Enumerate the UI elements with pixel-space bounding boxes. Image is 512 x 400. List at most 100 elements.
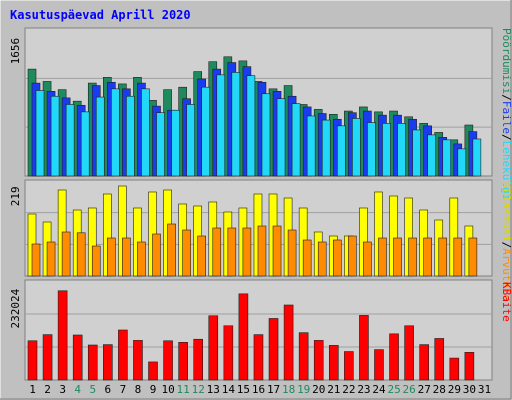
x-tick-label: 23 xyxy=(357,383,370,396)
right-axis-labels: Pöördumisi/Faile/LehekülgiKülastusi/Arvu… xyxy=(500,28,512,322)
bar-lehek-lgi-day-23 xyxy=(367,122,376,177)
bar-kbaite-day-2 xyxy=(42,334,53,381)
bar-lehek-lgi-day-17 xyxy=(276,98,286,177)
x-tick-label: 2 xyxy=(44,383,51,396)
bar-arvuteid-day-9 xyxy=(152,233,161,277)
x-tick-label: 3 xyxy=(59,383,66,396)
bar-arvuteid-day-19 xyxy=(302,239,312,277)
bar-kbaite-day-16 xyxy=(253,334,264,381)
bar-arvuteid-day-23 xyxy=(363,241,372,277)
bar-kbaite-day-27 xyxy=(419,344,429,381)
bar-arvuteid-day-4 xyxy=(76,232,86,277)
right-label-part: Külastusi xyxy=(500,182,512,242)
bar-kbaite-day-18 xyxy=(283,304,294,381)
x-tick-label: 30 xyxy=(463,383,476,396)
bar-lehek-lgi-day-18 xyxy=(291,103,301,177)
bar-lehek-lgi-day-15 xyxy=(246,75,256,177)
bar-kbaite-day-15 xyxy=(238,293,249,381)
x-tick-label: 5 xyxy=(89,383,96,396)
bar-kbaite-day-21 xyxy=(328,345,339,381)
bar-kbaite-day-1 xyxy=(27,340,38,381)
bar-kbaite-day-8 xyxy=(133,340,143,381)
bar-arvuteid-day-3 xyxy=(61,231,71,277)
x-tick-label: 13 xyxy=(207,383,220,396)
x-axis-tick-labels: 1 2 3 4 5 6 7 8 9 10 11 12 13 14 15 16 17 18 19 20 21 22 23 24 2… xyxy=(29,383,491,396)
x-tick-label: 25 xyxy=(387,383,400,396)
bar-kbaite-day-25 xyxy=(389,333,399,381)
bar-kbaite-day-29 xyxy=(449,357,460,381)
bar-arvuteid-day-14 xyxy=(227,227,237,277)
y-max-label: 1656 xyxy=(9,38,22,64)
x-tick-label: 1 xyxy=(29,383,36,396)
x-tick-label: 11 xyxy=(177,383,190,396)
y-max-label: 232024 xyxy=(9,288,22,328)
bar-kbaite-day-20 xyxy=(313,340,324,381)
bar-kbaite-day-14 xyxy=(223,325,234,381)
bar-kbaite-day-22 xyxy=(344,351,354,381)
right-label-part: / xyxy=(500,242,512,249)
bar-lehek-lgi-day-22 xyxy=(352,118,361,177)
bar-arvuteid-day-13 xyxy=(212,227,222,277)
x-tick-label: 28 xyxy=(433,383,446,396)
bar-lehek-lgi-day-24 xyxy=(382,123,391,177)
bar-arvuteid-day-8 xyxy=(137,241,146,277)
bar-arvuteid-day-28 xyxy=(438,237,448,277)
right-label-bottom: KBaite xyxy=(500,282,512,322)
bar-lehek-lgi-day-10 xyxy=(171,109,180,177)
bar-arvuteid-day-12 xyxy=(197,235,207,277)
bar-arvuteid-day-26 xyxy=(408,237,417,277)
bar-arvuteid-day-24 xyxy=(378,237,387,277)
chart-title: Kasutuspäevad Aprill 2020 xyxy=(10,8,191,22)
bar-lehek-lgi-day-1 xyxy=(35,90,45,177)
x-tick-label: 9 xyxy=(150,383,157,396)
x-tick-label: 27 xyxy=(418,383,431,396)
bar-arvuteid-day-17 xyxy=(272,225,282,277)
bar-arvuteid-day-16 xyxy=(257,225,267,277)
bar-arvuteid-day-11 xyxy=(182,229,191,277)
bar-kbaite-day-30 xyxy=(464,352,475,381)
bar-lehek-lgi-day-2 xyxy=(50,95,60,177)
bar-lehek-lgi-day-26 xyxy=(412,129,421,177)
bar-lehek-lgi-day-5 xyxy=(95,96,105,177)
panel-bottom: 232024 xyxy=(9,279,493,381)
bar-lehek-lgi-day-12 xyxy=(201,86,211,177)
bar-arvuteid-day-20 xyxy=(317,241,327,277)
bar-lehek-lgi-day-8 xyxy=(141,88,150,177)
x-tick-label: 20 xyxy=(312,383,325,396)
x-tick-label: 15 xyxy=(237,383,250,396)
bar-lehek-lgi-day-21 xyxy=(336,125,346,177)
bar-kbaite-day-23 xyxy=(359,315,369,381)
bar-kbaite-day-3 xyxy=(57,290,68,381)
bar-arvuteid-day-29 xyxy=(453,237,463,277)
bar-arvuteid-day-1 xyxy=(31,243,41,277)
x-tick-label: 6 xyxy=(105,383,112,396)
x-tick-label: 24 xyxy=(372,383,386,396)
bar-kbaite-day-17 xyxy=(268,318,279,381)
bar-kbaite-day-12 xyxy=(193,338,204,381)
right-label-part: Pöördumisi xyxy=(500,28,512,94)
bar-arvuteid-day-10 xyxy=(167,223,176,277)
panel-top: 1656 xyxy=(9,27,493,177)
bar-lehek-lgi-day-28 xyxy=(442,139,452,177)
right-label-part: / xyxy=(500,134,512,141)
x-tick-label: 12 xyxy=(192,383,205,396)
bar-arvuteid-day-27 xyxy=(423,237,432,277)
x-tick-label: 26 xyxy=(403,383,416,396)
bar-kbaite-day-28 xyxy=(434,338,445,381)
x-tick-label: 31 xyxy=(478,383,491,396)
x-tick-label: 21 xyxy=(327,383,340,396)
bar-lehek-lgi-day-13 xyxy=(216,74,226,177)
right-label-part: KBaite xyxy=(500,282,512,322)
bar-lehek-lgi-day-3 xyxy=(65,104,75,177)
bar-lehek-lgi-day-25 xyxy=(397,123,406,177)
x-tick-label: 22 xyxy=(342,383,355,396)
bar-kbaite-day-19 xyxy=(298,332,309,381)
x-tick-label: 17 xyxy=(267,383,280,396)
bar-lehek-lgi-day-4 xyxy=(80,111,90,177)
bar-lehek-lgi-day-9 xyxy=(156,112,165,177)
x-tick-label: 14 xyxy=(222,383,236,396)
bar-lehek-lgi-day-19 xyxy=(306,115,316,177)
right-label-part: / xyxy=(500,94,512,101)
